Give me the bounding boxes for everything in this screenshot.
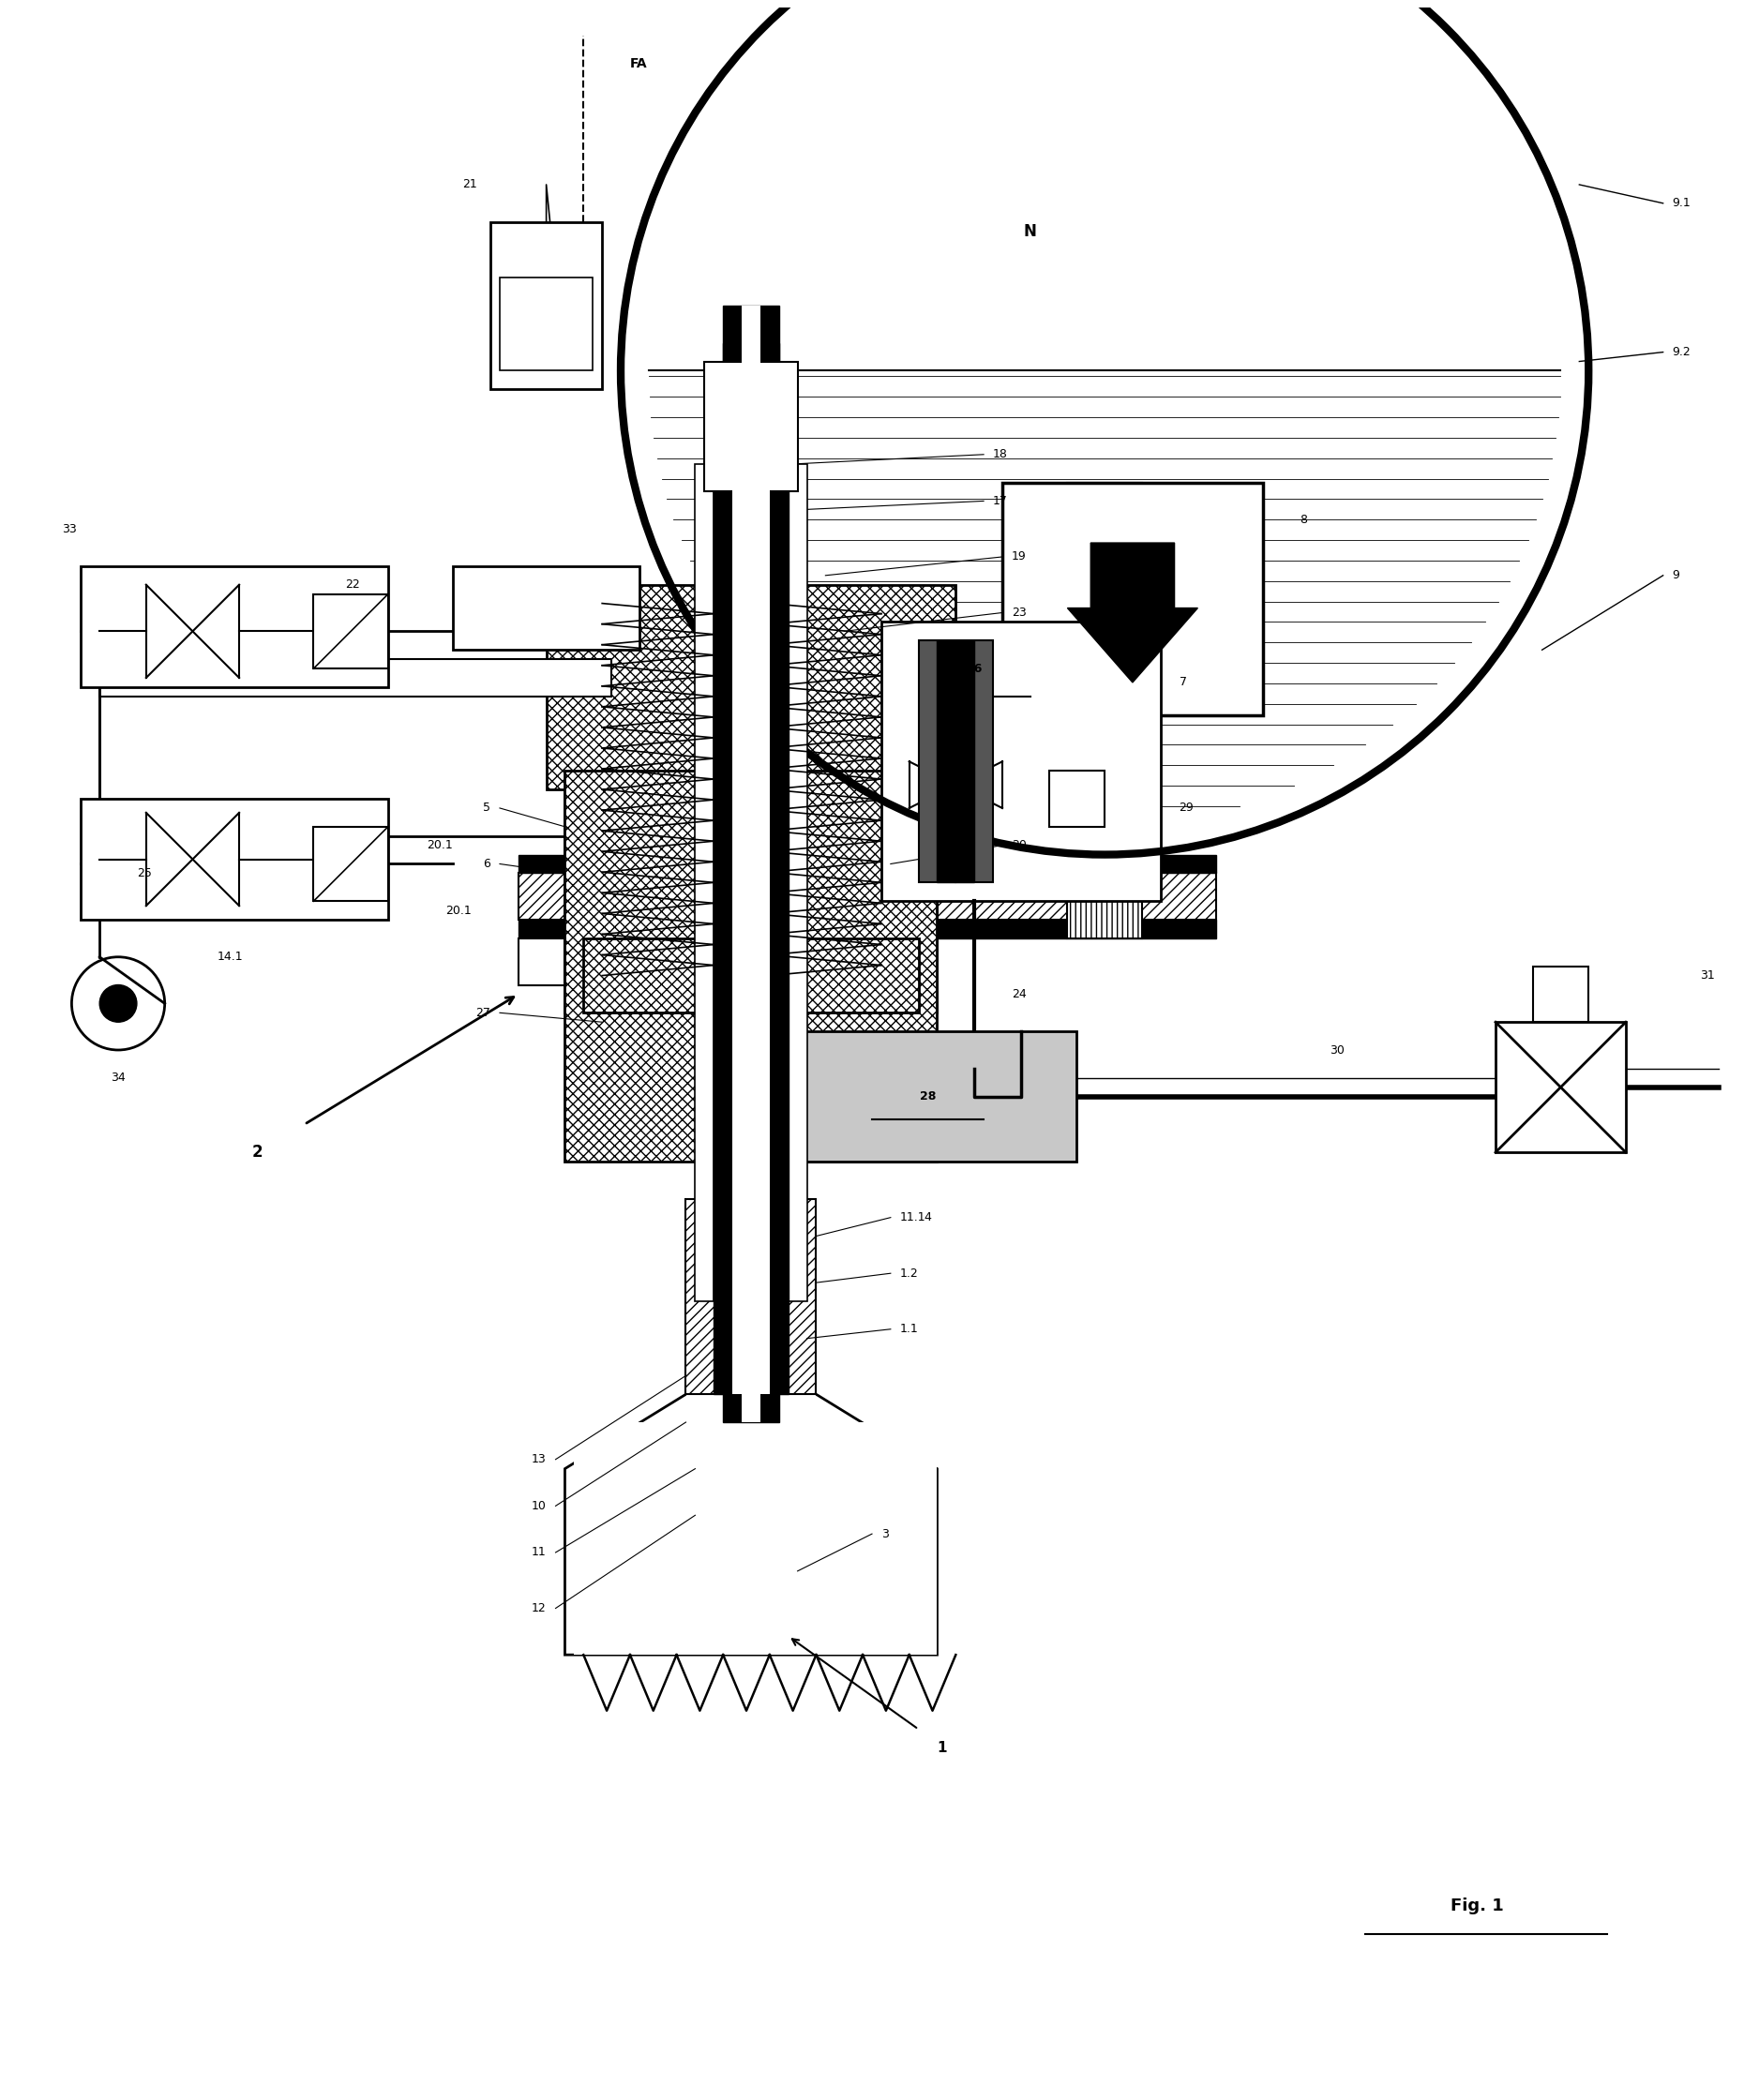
Polygon shape <box>565 1394 937 1655</box>
Text: 13: 13 <box>532 1453 546 1466</box>
Bar <box>780 1031 1076 1161</box>
Bar <box>713 464 788 1394</box>
Text: 9: 9 <box>1672 569 1679 582</box>
Circle shape <box>649 0 1561 827</box>
Polygon shape <box>1496 1023 1625 1153</box>
Text: 21: 21 <box>462 178 478 191</box>
Text: 3: 3 <box>881 1529 889 1539</box>
Bar <box>1067 483 1142 939</box>
Bar <box>565 603 937 1012</box>
Text: 17: 17 <box>992 496 1008 506</box>
Text: 20.1: 20.1 <box>427 840 453 850</box>
Text: Fig. 1: Fig. 1 <box>1451 1898 1503 1915</box>
Bar <box>788 464 807 1302</box>
Bar <box>453 567 640 649</box>
Text: 6: 6 <box>483 857 490 869</box>
Text: 25: 25 <box>136 867 152 880</box>
Text: N: N <box>1024 223 1036 239</box>
Bar <box>724 342 780 510</box>
Bar <box>314 827 389 901</box>
Text: 19: 19 <box>1012 550 1027 563</box>
Text: 26: 26 <box>966 662 982 674</box>
Bar <box>881 622 1160 901</box>
Bar <box>490 223 602 388</box>
Text: 8: 8 <box>1299 514 1308 525</box>
Bar <box>705 361 797 491</box>
Text: 10: 10 <box>532 1499 546 1512</box>
Bar <box>314 594 389 668</box>
Bar <box>724 307 780 1422</box>
Text: 1.1: 1.1 <box>900 1323 919 1336</box>
Text: 1: 1 <box>937 1741 947 1756</box>
Text: 28: 28 <box>919 1090 937 1102</box>
Text: 9.1: 9.1 <box>1672 197 1692 210</box>
Bar <box>518 874 1216 920</box>
Text: FA: FA <box>630 57 647 69</box>
Text: 5: 5 <box>483 802 490 815</box>
Bar <box>518 939 565 985</box>
Bar <box>565 771 937 1161</box>
Bar <box>80 798 389 920</box>
Circle shape <box>99 985 136 1023</box>
Text: 23: 23 <box>1012 607 1027 620</box>
Text: 24: 24 <box>1012 989 1027 1000</box>
Text: 20: 20 <box>1012 840 1027 850</box>
Bar <box>1533 966 1589 1023</box>
Polygon shape <box>1067 544 1198 682</box>
Text: 22: 22 <box>345 580 361 590</box>
Text: 4: 4 <box>924 1212 931 1224</box>
Bar <box>501 277 593 372</box>
Bar <box>80 567 389 687</box>
Text: 27: 27 <box>476 1006 490 1019</box>
Text: 30: 30 <box>1331 1044 1345 1056</box>
Bar <box>1048 771 1104 827</box>
Text: 14.1: 14.1 <box>216 951 242 964</box>
Bar <box>919 640 992 882</box>
Text: 33: 33 <box>63 523 77 536</box>
Bar <box>685 1199 816 1394</box>
Bar <box>584 939 919 1012</box>
Bar <box>518 920 1216 939</box>
Text: 7: 7 <box>1179 676 1186 689</box>
Text: 12: 12 <box>532 1602 546 1615</box>
Bar <box>937 640 975 882</box>
Bar <box>696 464 713 1302</box>
Text: 11: 11 <box>532 1546 546 1558</box>
Polygon shape <box>649 0 1561 372</box>
Text: 2: 2 <box>253 1145 263 1161</box>
Text: 20.1: 20.1 <box>446 905 473 916</box>
Text: 31: 31 <box>1700 970 1714 981</box>
Text: 1.2: 1.2 <box>900 1266 919 1279</box>
Bar <box>1003 483 1263 714</box>
Text: 11.1: 11.1 <box>900 1212 926 1224</box>
Bar <box>518 855 1216 874</box>
Bar <box>546 584 956 790</box>
Text: 29: 29 <box>1179 802 1195 815</box>
Text: 34: 34 <box>112 1071 126 1084</box>
Text: 18: 18 <box>992 449 1008 460</box>
Bar <box>574 1422 937 1655</box>
Bar <box>741 307 760 1422</box>
Text: 9.2: 9.2 <box>1672 346 1692 359</box>
Bar <box>732 464 769 1394</box>
Bar <box>99 659 612 697</box>
Bar <box>99 687 612 836</box>
